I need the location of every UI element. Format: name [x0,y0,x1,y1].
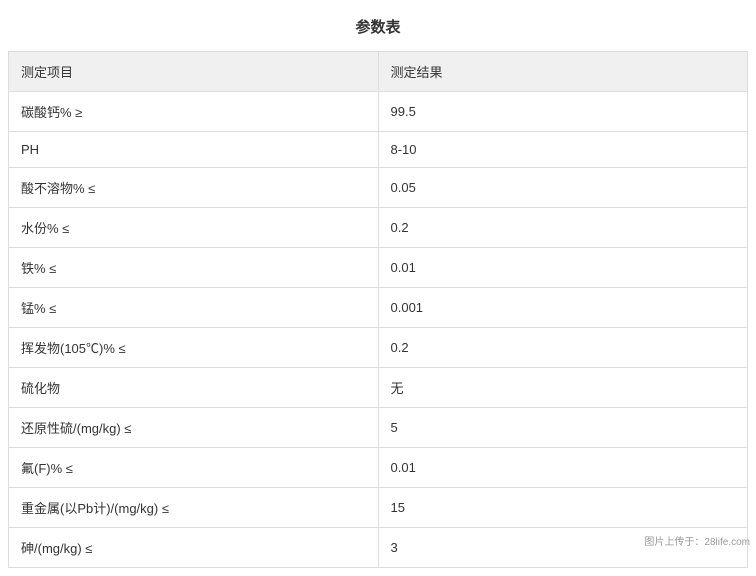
result-cell: 0.001 [378,288,748,328]
param-cell: 酸不溶物% ≤ [9,168,379,208]
table-row: 水份% ≤ 0.2 [9,208,748,248]
param-cell: 硫化物 [9,368,379,408]
column-header-result: 测定结果 [378,52,748,92]
table-header-row: 测定项目 测定结果 [9,52,748,92]
param-cell: 重金属(以Pb计)/(mg/kg) ≤ [9,488,379,528]
table-row: 锰% ≤ 0.001 [9,288,748,328]
result-cell: 0.01 [378,448,748,488]
table-row: 硫化物 无 [9,368,748,408]
table-row: 铁% ≤ 0.01 [9,248,748,288]
result-cell: 0.2 [378,328,748,368]
param-cell: 氟(F)% ≤ [9,448,379,488]
table-row: 砷/(mg/kg) ≤ 3 [9,528,748,568]
table-row: 挥发物(105℃)% ≤ 0.2 [9,328,748,368]
param-cell: 还原性硫/(mg/kg) ≤ [9,408,379,448]
table-row: 氟(F)% ≤ 0.01 [9,448,748,488]
param-cell: 锰% ≤ [9,288,379,328]
table-title: 参数表 [8,8,748,51]
result-cell: 15 [378,488,748,528]
param-cell: 挥发物(105℃)% ≤ [9,328,379,368]
param-cell: 铁% ≤ [9,248,379,288]
param-cell: 碳酸钙% ≥ [9,92,379,132]
parameter-table: 测定项目 测定结果 碳酸钙% ≥ 99.5 PH 8-10 酸不溶物% ≤ 0.… [8,51,748,568]
param-cell: PH [9,132,379,168]
watermark-text: 图片上传于：28life.com [644,533,750,548]
column-header-param: 测定项目 [9,52,379,92]
param-cell: 水份% ≤ [9,208,379,248]
result-cell: 0.2 [378,208,748,248]
result-cell: 0.01 [378,248,748,288]
table-row: PH 8-10 [9,132,748,168]
result-cell: 5 [378,408,748,448]
table-row: 碳酸钙% ≥ 99.5 [9,92,748,132]
result-cell: 无 [378,368,748,408]
table-body: 碳酸钙% ≥ 99.5 PH 8-10 酸不溶物% ≤ 0.05 水份% ≤ 0… [9,92,748,568]
table-row: 酸不溶物% ≤ 0.05 [9,168,748,208]
result-cell: 0.05 [378,168,748,208]
table-container: 参数表 测定项目 测定结果 碳酸钙% ≥ 99.5 PH 8-10 酸不溶物% … [0,0,756,576]
result-cell: 8-10 [378,132,748,168]
param-cell: 砷/(mg/kg) ≤ [9,528,379,568]
table-row: 重金属(以Pb计)/(mg/kg) ≤ 15 [9,488,748,528]
result-cell: 99.5 [378,92,748,132]
table-row: 还原性硫/(mg/kg) ≤ 5 [9,408,748,448]
